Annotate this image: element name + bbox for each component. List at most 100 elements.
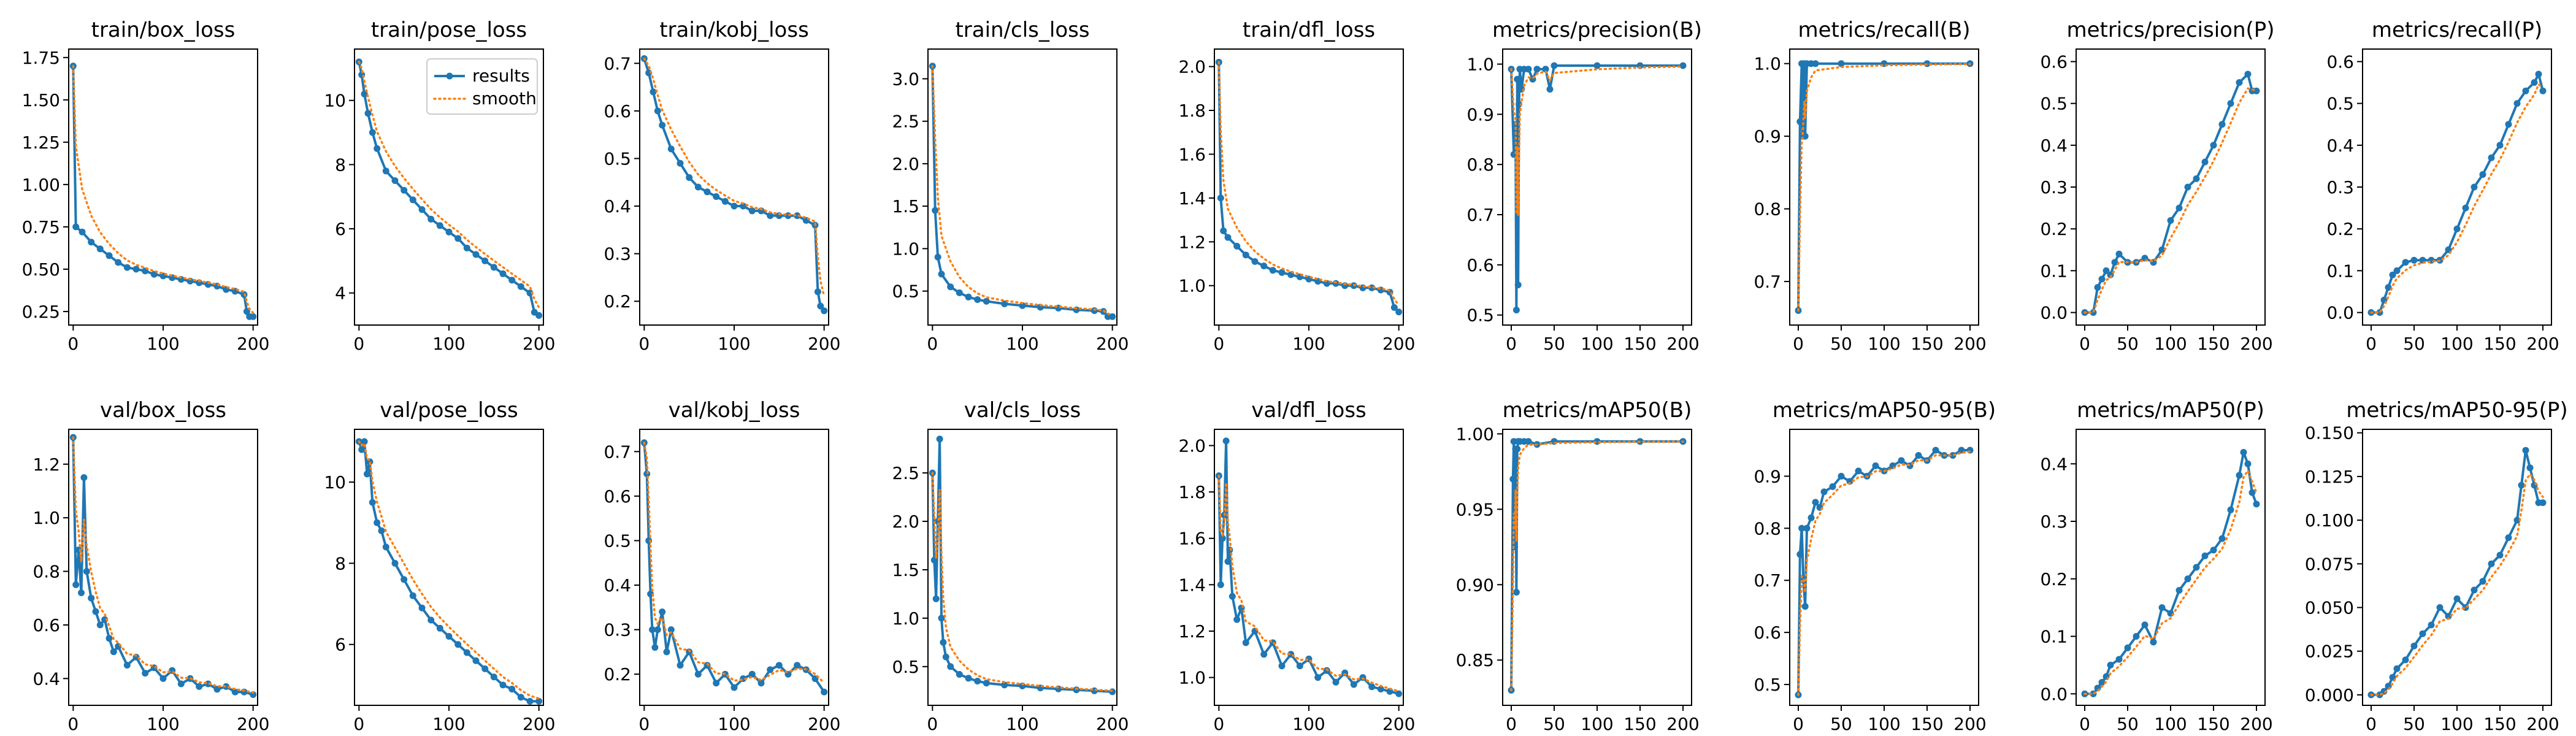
data-point bbox=[1332, 280, 1340, 287]
data-point bbox=[1260, 263, 1268, 270]
y-tick-label: 0.2 bbox=[2326, 219, 2354, 239]
data-point bbox=[1390, 304, 1398, 311]
smooth-line bbox=[358, 440, 540, 700]
data-point bbox=[177, 680, 185, 688]
data-point bbox=[1395, 309, 1403, 316]
data-point bbox=[369, 499, 376, 506]
data-point bbox=[2526, 464, 2534, 472]
x-tick-label: 0 bbox=[2366, 334, 2377, 354]
x-tick-label: 200 bbox=[1382, 334, 1415, 354]
data-point bbox=[814, 288, 821, 296]
data-point bbox=[369, 129, 376, 136]
data-point bbox=[654, 626, 661, 634]
x-tick-label: 100 bbox=[147, 334, 179, 354]
data-point bbox=[1242, 639, 1249, 646]
smooth-line bbox=[643, 442, 826, 684]
data-point bbox=[2107, 661, 2114, 669]
y-tick-label: 0.125 bbox=[2305, 467, 2354, 487]
axes-frame bbox=[2362, 429, 2552, 706]
data-point bbox=[2522, 447, 2529, 454]
data-point bbox=[817, 302, 824, 310]
x-tick-label: 100 bbox=[1006, 334, 1038, 354]
data-point bbox=[2479, 578, 2486, 585]
y-tick-label: 1.6 bbox=[1178, 529, 1206, 549]
data-point bbox=[2244, 71, 2252, 78]
x-tick-label: 150 bbox=[2197, 334, 2229, 354]
data-point bbox=[1551, 62, 1558, 69]
subplot: train/dfl_loss 0 100 200 1.0 1.2 1.4 1.6 1.8 2.0 bbox=[1178, 18, 1415, 354]
y-tick-label: 3.0 bbox=[892, 69, 919, 89]
y-tick-label: 0.050 bbox=[2305, 598, 2354, 618]
subplot-title: metrics/mAP50(B) bbox=[1503, 398, 1692, 423]
x-tick-label: 100 bbox=[2440, 714, 2473, 734]
subplot: val/kobj_loss 0 100 200 0.2 0.3 0.4 0.5 0.6 0.7 bbox=[604, 398, 840, 734]
data-point bbox=[364, 470, 370, 478]
data-point bbox=[1812, 499, 1819, 506]
data-point bbox=[1219, 535, 1226, 542]
x-tick-label: 50 bbox=[1830, 334, 1852, 354]
x-tick-label: 0 bbox=[1506, 714, 1517, 734]
data-point bbox=[472, 657, 480, 664]
data-point bbox=[1217, 194, 1224, 202]
y-tick-label: 2.5 bbox=[892, 112, 919, 132]
data-point bbox=[445, 228, 453, 236]
axes-frame bbox=[1789, 48, 1979, 326]
data-point bbox=[1512, 307, 1520, 313]
data-point bbox=[1217, 581, 1224, 588]
axes-frame bbox=[1789, 429, 1979, 706]
data-point bbox=[72, 581, 80, 588]
data-point bbox=[2115, 250, 2123, 258]
y-tick-label: 1.5 bbox=[892, 196, 919, 217]
y-tick-label: 1.0 bbox=[1178, 668, 1206, 688]
y-tick-label: 0.7 bbox=[1754, 272, 1781, 292]
subplot: metrics/recall(P) 0 50 100 150 200 0.0 0.1 0.2 0.… bbox=[2326, 18, 2559, 354]
data-point bbox=[1525, 438, 1532, 445]
data-point bbox=[1812, 60, 1819, 67]
data-point bbox=[649, 626, 656, 634]
y-tick-label: 0.9 bbox=[1466, 104, 1494, 125]
data-point bbox=[2248, 489, 2256, 496]
data-point bbox=[1073, 686, 1080, 694]
data-point bbox=[2505, 534, 2512, 542]
smooth-line bbox=[72, 64, 255, 314]
data-point bbox=[535, 697, 543, 705]
data-point bbox=[713, 680, 720, 687]
data-point bbox=[2513, 100, 2521, 107]
axes-frame bbox=[1214, 429, 1404, 706]
data-point bbox=[409, 196, 416, 204]
subplot: metrics/precision(P) 0 50 100 150 200 0.0 0.1 0.… bbox=[2040, 18, 2274, 354]
x-tick-label: 0 bbox=[1793, 334, 1804, 354]
data-point bbox=[1350, 681, 1357, 688]
data-point bbox=[401, 186, 408, 194]
smooth-line bbox=[2083, 468, 2258, 696]
data-point bbox=[748, 207, 756, 215]
x-tick-label: 50 bbox=[1543, 334, 1565, 354]
y-tick-label: 0.025 bbox=[2305, 642, 2354, 662]
y-tick-label: 0.4 bbox=[2040, 454, 2068, 474]
data-point bbox=[659, 608, 666, 616]
axes-frame bbox=[639, 48, 829, 326]
data-point bbox=[382, 543, 389, 551]
smooth-line bbox=[1217, 474, 1400, 692]
y-tick-label: 0.5 bbox=[1466, 305, 1494, 326]
x-tick-label: 200 bbox=[1953, 334, 1986, 354]
x-tick-label: 0 bbox=[638, 334, 650, 354]
y-tick-label: 0.4 bbox=[604, 196, 631, 217]
data-point bbox=[2488, 154, 2495, 161]
subplot-title: metrics/recall(P) bbox=[2372, 18, 2542, 42]
data-point bbox=[436, 624, 443, 632]
x-tick-label: 200 bbox=[1666, 334, 1699, 354]
data-point bbox=[105, 252, 113, 259]
data-point bbox=[418, 604, 426, 611]
y-tick-label: 0.25 bbox=[22, 302, 60, 322]
data-point bbox=[1542, 66, 1549, 73]
data-point bbox=[932, 595, 940, 602]
axes-frame bbox=[2076, 429, 2266, 706]
x-tick-label: 100 bbox=[432, 334, 465, 354]
y-tick-label: 0.0 bbox=[2040, 684, 2068, 704]
x-tick-label: 0 bbox=[353, 334, 364, 354]
subplot-title: metrics/mAP50(P) bbox=[2077, 398, 2264, 423]
